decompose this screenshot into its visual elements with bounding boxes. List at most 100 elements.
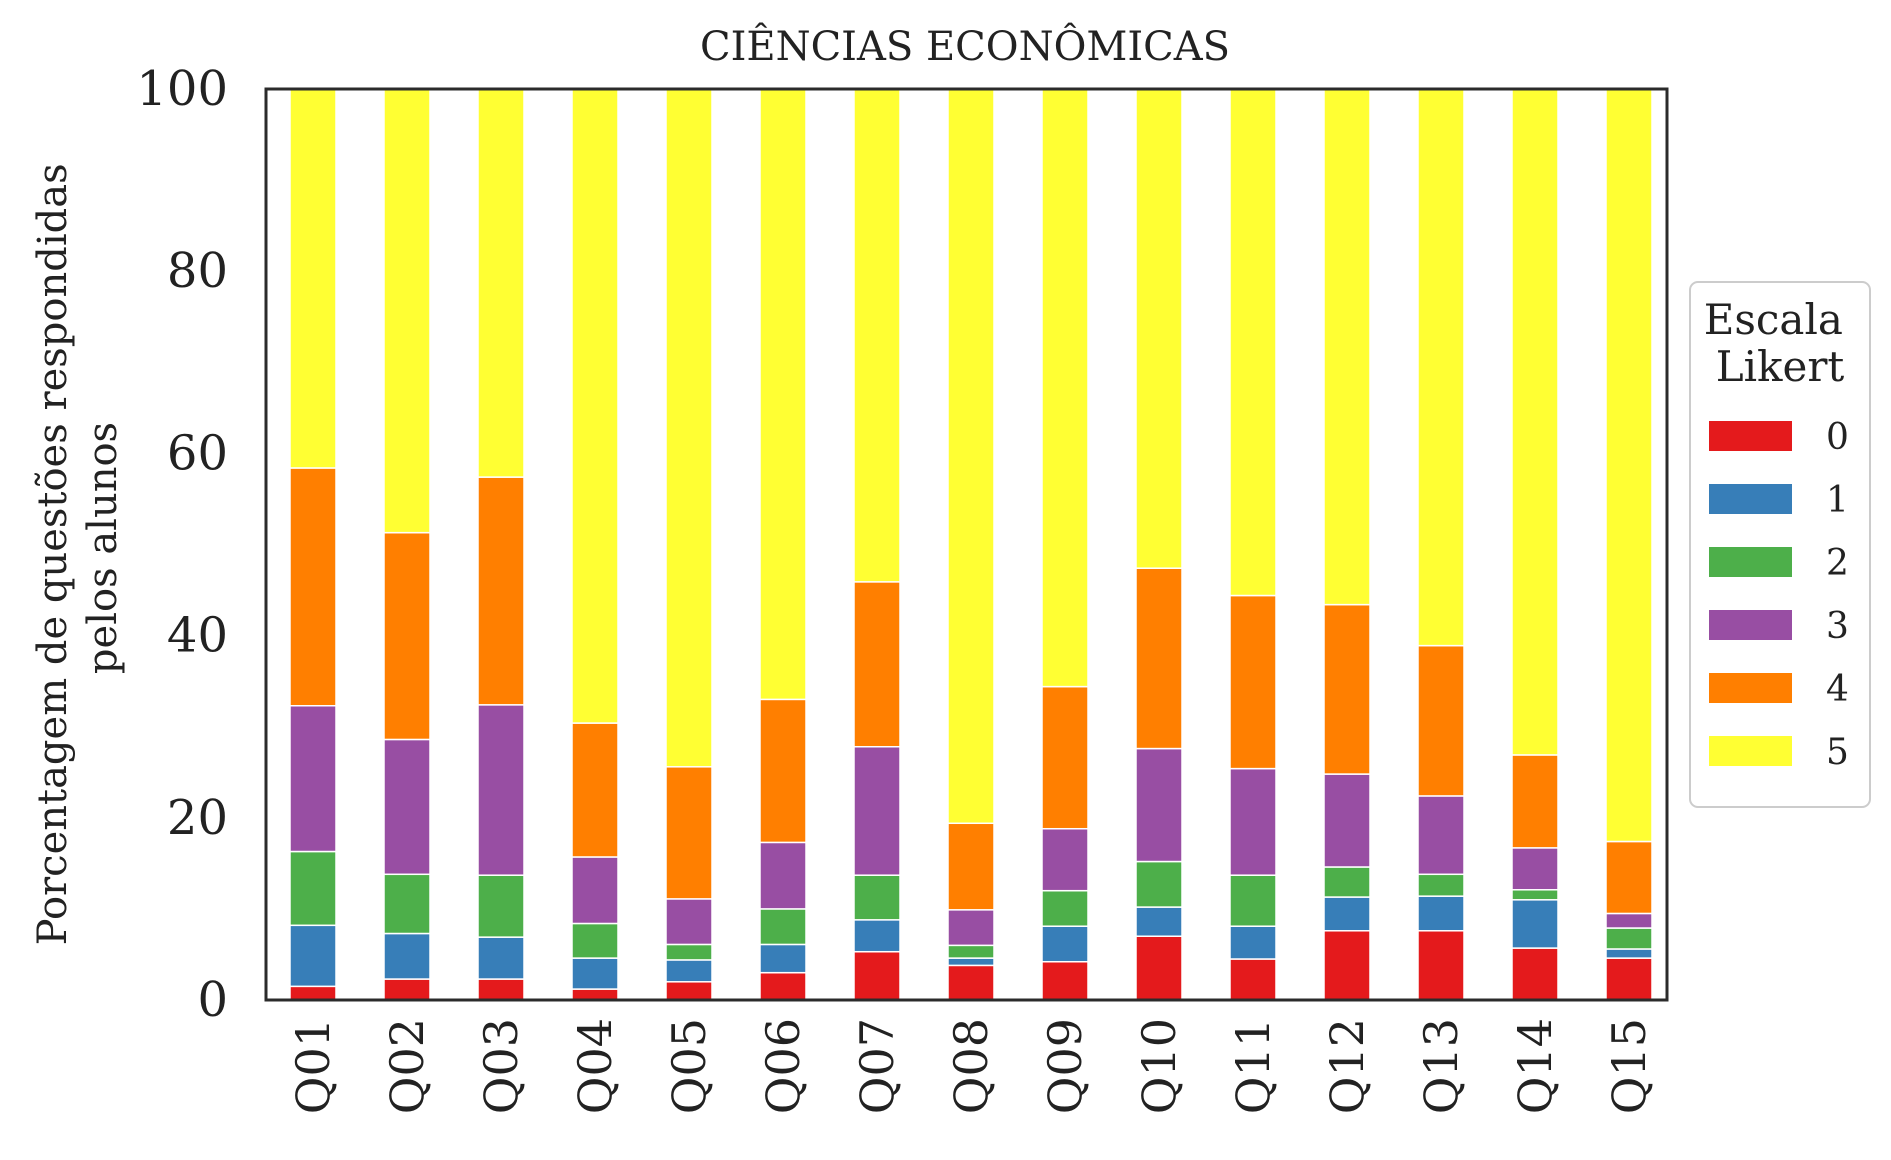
bar-segment-q09-level-2 bbox=[1041, 889, 1089, 927]
bar-segment-q15-level-0 bbox=[1605, 957, 1653, 1001]
bar-segment-q01-level-3 bbox=[289, 704, 337, 853]
bar-segment-q09-level-4 bbox=[1041, 685, 1089, 830]
bar-segment-q03-level-4 bbox=[477, 476, 525, 706]
bar-segment-q02-level-1 bbox=[383, 932, 431, 980]
bar-segment-q05-level-5 bbox=[665, 88, 713, 768]
bar-segment-q13-level-3 bbox=[1417, 795, 1465, 876]
x-tick-label-q07: Q07 bbox=[850, 1018, 904, 1114]
bar-segment-q05-level-4 bbox=[665, 766, 713, 900]
bar-segment-q04-level-5 bbox=[571, 88, 619, 724]
bar-segment-q04-level-3 bbox=[571, 856, 619, 925]
bar-segment-q07-level-2 bbox=[853, 874, 901, 921]
legend-swatch-4 bbox=[1709, 673, 1792, 703]
bar-segment-q01-level-5 bbox=[289, 88, 337, 469]
y-axis-label: Porcentagem de questões respondidas pelo… bbox=[30, 151, 126, 946]
legend: Escala Likert 0 1 2 3 4 5 bbox=[1689, 281, 1871, 808]
legend-swatch-3 bbox=[1709, 610, 1792, 640]
bar-segment-q05-level-1 bbox=[665, 959, 713, 983]
y-tick-label-40: 40 bbox=[167, 608, 228, 664]
bar-segment-q12-level-0 bbox=[1323, 930, 1371, 1001]
x-tick-label-q14: Q14 bbox=[1508, 1018, 1562, 1114]
bar-segment-q12-level-3 bbox=[1323, 773, 1371, 868]
y-axis-label-line-1: Porcentagem de questões respondidas bbox=[30, 163, 76, 945]
bar-segment-q06-level-3 bbox=[759, 841, 807, 910]
y-tick-label-20: 20 bbox=[167, 790, 228, 846]
bar-segment-q11-level-1 bbox=[1229, 925, 1277, 960]
bar-segment-q13-level-4 bbox=[1417, 644, 1465, 797]
bar-segment-q15-level-2 bbox=[1605, 927, 1653, 950]
bar-segment-q01-level-2 bbox=[289, 850, 337, 927]
bar-segment-q05-level-3 bbox=[665, 898, 713, 946]
bar-segment-q08-level-1 bbox=[947, 957, 995, 967]
bar-segment-q10-level-1 bbox=[1135, 906, 1183, 937]
bar-segment-q14-level-0 bbox=[1511, 947, 1559, 1001]
x-tick-label-q09: Q09 bbox=[1038, 1018, 1092, 1114]
bar-segment-q08-level-3 bbox=[947, 909, 995, 947]
bar-segment-q13-level-2 bbox=[1417, 873, 1465, 897]
x-tick-label-q15: Q15 bbox=[1602, 1018, 1656, 1114]
bar-segment-q03-level-2 bbox=[477, 874, 525, 938]
bar-segment-q02-level-4 bbox=[383, 531, 431, 741]
bar-segment-q02-level-3 bbox=[383, 738, 431, 876]
legend-title: Escala Likert bbox=[1704, 295, 1857, 391]
bar-segment-q07-level-0 bbox=[853, 950, 901, 1001]
bar-segment-q14-level-3 bbox=[1511, 847, 1559, 891]
bar-segment-q15-level-5 bbox=[1605, 88, 1653, 843]
x-tick-label-q10: Q10 bbox=[1132, 1018, 1186, 1114]
x-ticks-group: Q01 Q02 Q03 Q04 Q05 Q06 Q07 Q08 Q09 Q10 Q11 Q12 Q13 Q… bbox=[286, 1018, 1656, 1114]
bar-segment-q03-level-0 bbox=[477, 978, 525, 1001]
y-tick-label-60: 60 bbox=[167, 425, 228, 481]
chart-title: CIÊNCIAS ECONÔMICAS bbox=[700, 23, 1230, 70]
bar-segment-q15-level-4 bbox=[1605, 840, 1653, 915]
bar-segment-q02-level-5 bbox=[383, 88, 431, 534]
bar-segment-q03-level-3 bbox=[477, 704, 525, 876]
x-tick-label-q08: Q08 bbox=[944, 1018, 998, 1114]
bar-segment-q06-level-0 bbox=[759, 971, 807, 1001]
bar-segment-q07-level-4 bbox=[853, 581, 901, 748]
bar-segment-q04-level-4 bbox=[571, 722, 619, 858]
legend-title-line-2: Likert bbox=[1716, 342, 1845, 391]
legend-label-0: 0 bbox=[1826, 417, 1849, 458]
plot-frame bbox=[264, 87, 1669, 1002]
x-tick-label-q13: Q13 bbox=[1414, 1018, 1468, 1114]
bar-segment-q09-level-1 bbox=[1041, 925, 1089, 963]
x-tick-label-q05: Q05 bbox=[662, 1018, 716, 1114]
bar-segment-q10-level-5 bbox=[1135, 88, 1183, 569]
bar-segment-q06-level-5 bbox=[759, 88, 807, 701]
legend-swatch-2 bbox=[1709, 547, 1792, 577]
bar-segment-q07-level-3 bbox=[853, 745, 901, 876]
bar-segment-q12-level-1 bbox=[1323, 896, 1371, 932]
legend-label-2: 2 bbox=[1826, 543, 1849, 584]
bar-segment-q01-level-1 bbox=[289, 924, 337, 988]
bar-segment-q08-level-2 bbox=[947, 944, 995, 959]
y-tick-label-80: 80 bbox=[167, 243, 228, 299]
bar-segment-q13-level-5 bbox=[1417, 88, 1465, 647]
bar-segment-q11-level-2 bbox=[1229, 874, 1277, 927]
bar-segment-q08-level-4 bbox=[947, 822, 995, 911]
legend-label-5: 5 bbox=[1826, 732, 1849, 773]
legend-label-1: 1 bbox=[1826, 480, 1849, 521]
bar-segment-q09-level-3 bbox=[1041, 827, 1089, 892]
bar-segment-q10-level-2 bbox=[1135, 860, 1183, 908]
bar-segment-q14-level-4 bbox=[1511, 754, 1559, 849]
bar-segment-q09-level-0 bbox=[1041, 960, 1089, 1001]
y-tick-label-100: 100 bbox=[136, 61, 228, 117]
legend-title-line-1: Escala bbox=[1704, 295, 1843, 344]
x-tick-label-q06: Q06 bbox=[756, 1018, 810, 1114]
bar-segment-q11-level-4 bbox=[1229, 594, 1277, 770]
legend-label-3: 3 bbox=[1826, 606, 1849, 647]
bar-segment-q07-level-1 bbox=[853, 919, 901, 953]
bar-segment-q15-level-1 bbox=[1605, 948, 1653, 959]
y-ticks-group: 0 20 40 60 80 100 bbox=[136, 61, 228, 1028]
bar-segment-q12-level-4 bbox=[1323, 603, 1371, 775]
bar-segment-q11-level-0 bbox=[1229, 958, 1277, 1001]
bar-segment-q05-level-2 bbox=[665, 943, 713, 961]
y-axis-label-line-2: pelos alunos bbox=[80, 422, 126, 674]
legend-label-4: 4 bbox=[1826, 669, 1849, 710]
bar-segment-q03-level-5 bbox=[477, 88, 525, 478]
x-tick-label-q12: Q12 bbox=[1320, 1018, 1374, 1114]
bar-segment-q15-level-3 bbox=[1605, 912, 1653, 929]
bar-segment-q07-level-5 bbox=[853, 88, 901, 583]
bar-segment-q14-level-5 bbox=[1511, 88, 1559, 756]
